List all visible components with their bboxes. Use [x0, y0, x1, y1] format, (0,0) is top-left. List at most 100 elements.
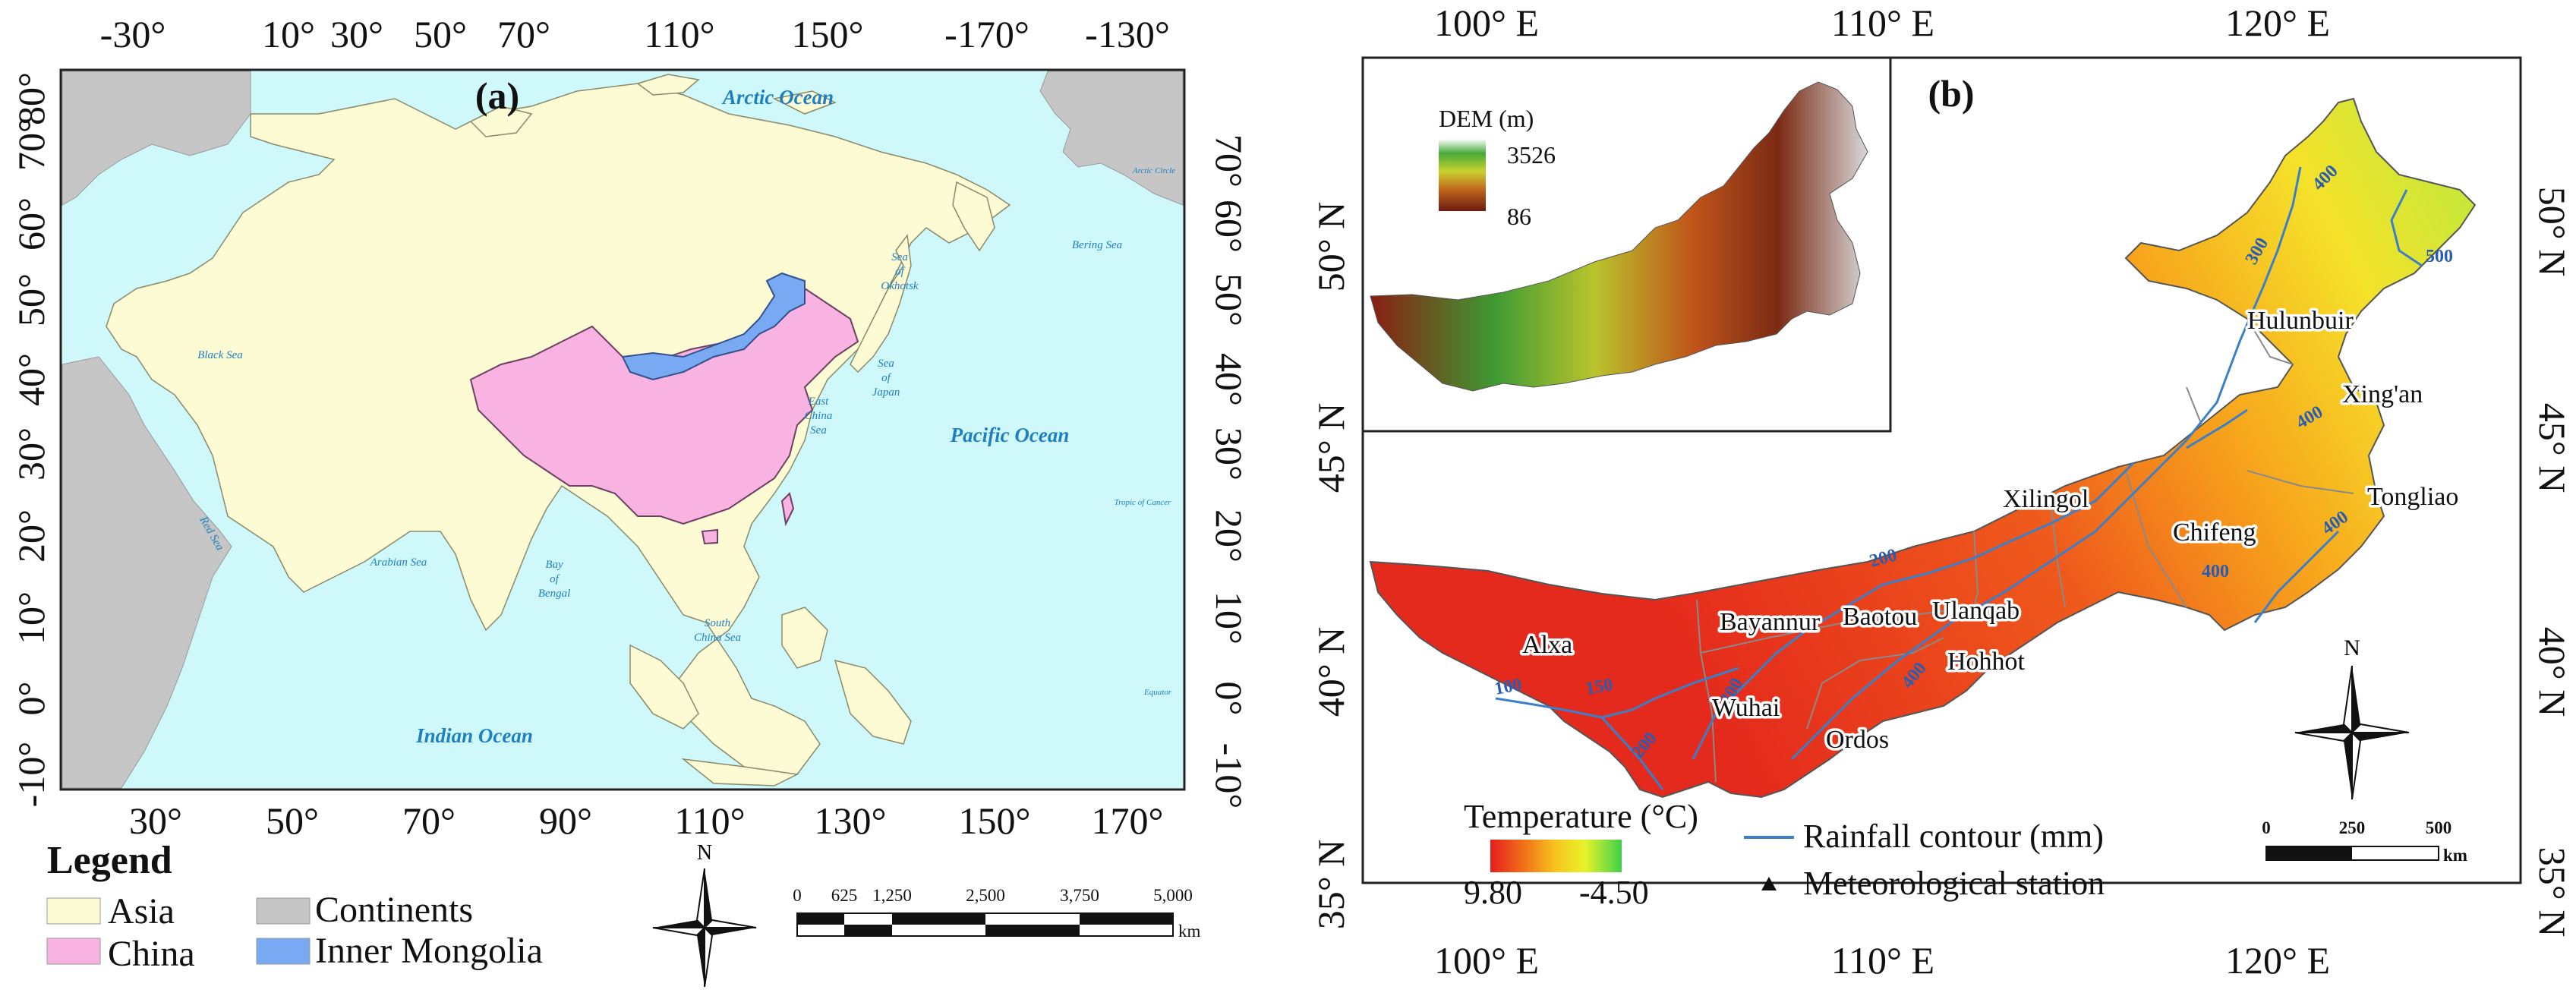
north-label: N: [697, 841, 712, 865]
svg-text:Sea: Sea: [878, 358, 894, 370]
legend-label-continents: Continents: [315, 890, 473, 930]
svg-text:Bengal: Bengal: [538, 588, 571, 600]
contour-label: 400: [2202, 562, 2229, 582]
panel-b: DEM (m) 3526 86: [1310, 2, 2574, 982]
japan-islands: [850, 234, 912, 374]
tick-label: 45° N: [1310, 403, 1352, 493]
panel-b-left-ticks: 50° N 45° N 40° N 35° N: [1310, 202, 1352, 930]
panel-b-right-ticks: 50° N 45° N 40° N 35° N: [2531, 187, 2574, 938]
pacific-ocean-label: Pacific Ocean: [950, 424, 1070, 446]
tick-label: 50°: [1208, 273, 1250, 326]
svg-text:of: of: [550, 573, 560, 585]
scale-label: 0: [2262, 818, 2271, 837]
south-china-sea-label: South China Sea: [694, 617, 741, 644]
tick-label: 0°: [1208, 682, 1250, 716]
league-boundaries: [1696, 318, 2354, 783]
tick-label: 120° E: [2225, 2, 2330, 44]
temperature-min: -4.50: [1579, 874, 1649, 911]
tick-label: 60°: [10, 197, 52, 251]
city-label: Bayannur: [1720, 608, 1821, 636]
tick-label: 80°: [10, 72, 52, 125]
tropic-label: Tropic of Cancer: [1115, 498, 1171, 507]
tick-label: 50°: [414, 13, 467, 55]
panel-a-legend: Legend Asia China Continents Inner Mongo…: [46, 839, 543, 974]
svg-text:East: East: [808, 396, 830, 408]
taiwan: [780, 492, 795, 527]
temperature-max: 9.80: [1464, 874, 1522, 911]
north-label: N: [2344, 635, 2360, 660]
panel-a: Arctic Ocean Pacific Ocean Indian Ocean …: [10, 13, 1250, 988]
tick-label: 110° E: [1831, 2, 1934, 44]
continent-north-america: [1039, 71, 1184, 206]
scale-unit: km: [2443, 846, 2467, 865]
continent-europe-africa: [61, 71, 251, 789]
city-label: Wuhai: [1712, 694, 1780, 722]
tick-label: 130°: [815, 799, 887, 842]
city-label: Hohhot: [1947, 648, 2026, 676]
station-legend-label: Meteorological station: [1803, 865, 2105, 902]
tick-label: 50°: [266, 799, 319, 842]
scale-label: 250: [2339, 818, 2366, 837]
tick-label: 150°: [959, 799, 1031, 842]
inner-mongolia-region: [621, 272, 806, 381]
tick-label: 150°: [792, 13, 864, 55]
tick-label: 10°: [262, 13, 315, 55]
tick-label: 20°: [10, 509, 52, 563]
contour-label: 100: [1493, 675, 1524, 699]
arctic-circle-label: Arctic Circle: [1132, 166, 1175, 175]
tick-label: -130°: [1085, 13, 1170, 55]
legend-title: Legend: [47, 839, 172, 882]
svg-text:Sea: Sea: [891, 251, 908, 263]
black-sea-label: Black Sea: [197, 349, 243, 361]
legend-swatch-continents: [256, 897, 311, 925]
svg-text:South: South: [705, 617, 730, 629]
tick-label: 70°: [497, 13, 550, 55]
dem-title: DEM (m): [1439, 105, 1534, 132]
contour-label: 150: [1584, 675, 1615, 699]
dem-min: 86: [1507, 203, 1531, 230]
tick-label: 35° N: [2531, 847, 2574, 938]
rainfall-contours: [1495, 166, 2423, 790]
japan-sea-label: Sea of Japan: [872, 358, 900, 399]
dem-inset-map: [1370, 81, 1868, 392]
temperature-legend: Temperature (°C) 9.80 -4.50 Rainfall con…: [1464, 798, 2105, 911]
panel-b-top-ticks: 100° E 110° E 120° E: [1434, 2, 2330, 44]
arctic-islands: [469, 74, 837, 137]
temperature-colorbar: [1490, 840, 1622, 872]
north-arrow-icon: N: [2294, 635, 2410, 800]
tick-label: 60°: [1208, 200, 1250, 253]
svg-text:of: of: [895, 266, 906, 278]
city-label: Ordos: [1826, 726, 1889, 754]
city-label: Tongliao: [2367, 483, 2458, 511]
svg-text:of: of: [881, 372, 892, 384]
tick-label: 70°: [1208, 134, 1250, 188]
tick-label: 40°: [1208, 353, 1250, 406]
kamchatka: [952, 181, 995, 252]
legend-swatch-inner-mongolia: [256, 938, 311, 965]
svg-text:Bay: Bay: [545, 559, 563, 571]
station-triangle-icon: [1761, 877, 1777, 890]
tick-label: -170°: [944, 13, 1029, 55]
tick-label: 30°: [330, 13, 383, 55]
contour-label: 500: [2426, 247, 2453, 266]
city-label: Alxa: [1522, 631, 1572, 659]
tick-label: 10°: [10, 591, 52, 645]
panel-a-bottom-ticks: 30° 50° 70° 90° 110° 130° 150° 170°: [129, 799, 1164, 842]
tick-label: 40° N: [1310, 627, 1352, 717]
equator-label: Equator: [1143, 688, 1172, 697]
legend-swatch-china: [46, 938, 101, 965]
tick-label: 100° E: [1434, 939, 1539, 982]
tick-label: 120° E: [2225, 939, 2330, 982]
city-labels: Hulunbuir Xing'an Tongliao Chifeng Xilin…: [1520, 304, 2461, 757]
legend-label-asia: Asia: [108, 891, 175, 931]
scale-label: 500: [2426, 818, 2452, 837]
legend-label-china: China: [108, 934, 195, 974]
scale-label: 2,500: [966, 886, 1005, 905]
scale-label: 5,000: [1153, 886, 1193, 905]
hainan: [701, 528, 718, 545]
tick-label: 45° N: [2531, 403, 2574, 493]
svg-text:Okhotsk: Okhotsk: [881, 280, 918, 292]
city-label: Chifeng: [2173, 518, 2256, 547]
tick-label: 30°: [1208, 427, 1250, 481]
legend-label-inner-mongolia: Inner Mongolia: [315, 931, 543, 971]
